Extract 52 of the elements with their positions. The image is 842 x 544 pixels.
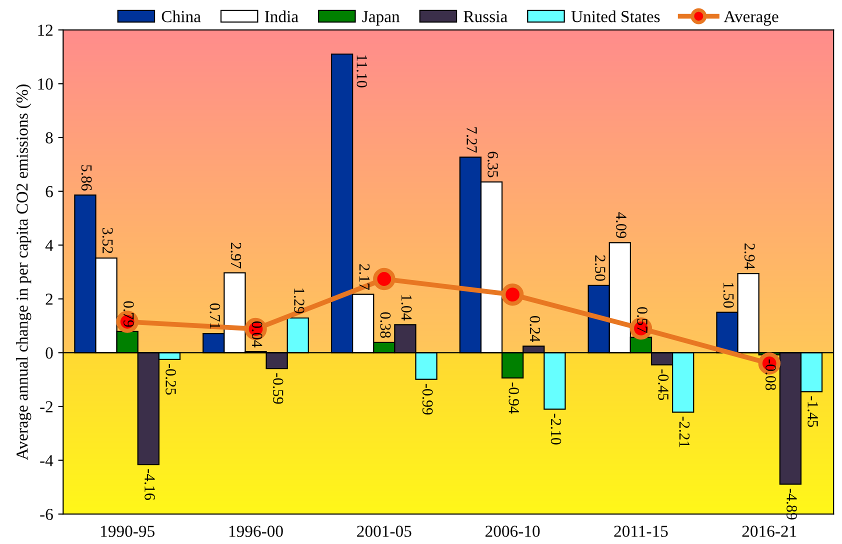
x-tick-label: 2016-21	[742, 526, 796, 537]
legend-label: Average	[724, 11, 778, 26]
x-tick-label: 2001-05	[357, 526, 412, 537]
data-label: 2.94	[744, 244, 755, 270]
data-label: 0.24	[530, 316, 540, 342]
data-label: -2.10	[550, 414, 562, 444]
data-label: 3.52	[102, 228, 113, 254]
data-label: 0.57	[637, 307, 648, 333]
data-label: 4.09	[616, 212, 626, 238]
legend-label: Russia	[464, 11, 508, 22]
data-label: 11.10	[356, 55, 368, 88]
data-label: 1.04	[401, 295, 412, 320]
legend-label: United States	[571, 10, 660, 22]
y-tick-label: 0	[46, 347, 53, 359]
data-label: 2.17	[359, 264, 370, 290]
y-tick-label: 6	[46, 186, 53, 198]
data-label: 0.79	[123, 301, 134, 327]
data-label: 1.50	[723, 282, 734, 308]
y-tick-label: 10	[38, 78, 53, 90]
y-tick-label: 4	[45, 240, 54, 251]
y-tick-label: 2	[46, 294, 53, 305]
data-label: 0.38	[380, 312, 391, 338]
y-axis-title: Average annual change in per capita CO2 emissions (%)	[16, 84, 32, 460]
y-tick-label: 12	[38, 24, 53, 36]
data-label: -0.99	[422, 384, 433, 415]
data-label: -0.59	[272, 373, 284, 404]
data-label: -0.45	[658, 369, 669, 400]
legend-label: Japan	[362, 11, 400, 26]
data-label: 1.29	[294, 288, 304, 314]
y-tick-label: -4	[40, 455, 54, 466]
data-label: 2.50	[594, 255, 606, 281]
data-label: 2.97	[230, 242, 242, 268]
y-tick-label: 8	[46, 132, 53, 144]
x-tick-label: 1990-95	[101, 526, 154, 537]
data-label: -0.25	[166, 364, 176, 395]
legend-label: India	[264, 10, 298, 22]
data-label: 0.71	[210, 303, 220, 329]
x-tick-label: 2006-10	[486, 526, 540, 537]
data-label: -1.45	[808, 396, 818, 427]
data-label: -0.94	[508, 382, 520, 414]
y-tick-label: -6	[40, 508, 53, 520]
data-label: 7.27	[466, 127, 477, 153]
legend-label: China	[162, 10, 201, 22]
x-tick-label: 2011-15	[614, 526, 668, 537]
data-label: 6.35	[488, 152, 498, 178]
data-label: -4.16	[144, 469, 155, 500]
data-label: -2.21	[679, 416, 690, 448]
x-tick-label: 1996-00	[229, 526, 283, 537]
data-label: 5.86	[81, 165, 92, 191]
y-tick-label: -2	[40, 401, 53, 412]
data-label: -0.08	[765, 359, 776, 390]
data-label: 0.04	[252, 321, 262, 348]
